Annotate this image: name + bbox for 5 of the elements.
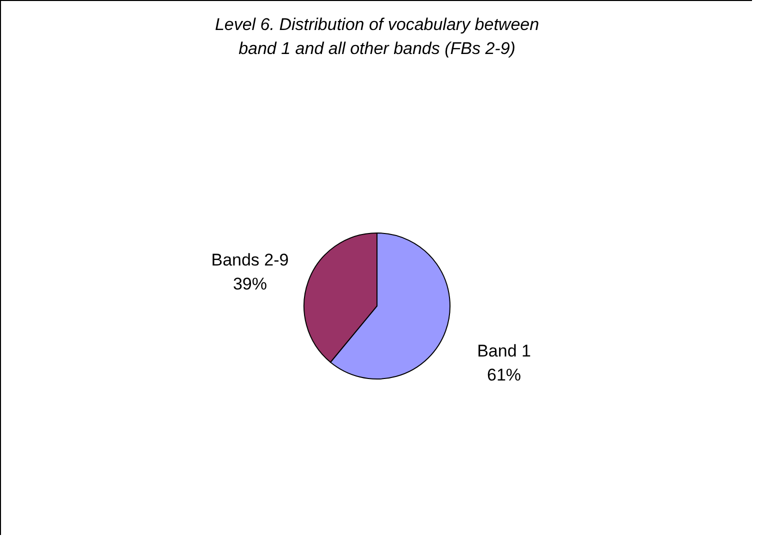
slice-label: Band 1 <box>477 342 531 361</box>
chart-title: Level 6. Distribution of vocabulary between band 1 and all other bands (FBs 2-9) <box>214 15 540 58</box>
slice-label: Bands 2-9 <box>211 250 289 270</box>
data-label: 39% <box>232 274 267 294</box>
data-label: 61% <box>487 366 522 385</box>
